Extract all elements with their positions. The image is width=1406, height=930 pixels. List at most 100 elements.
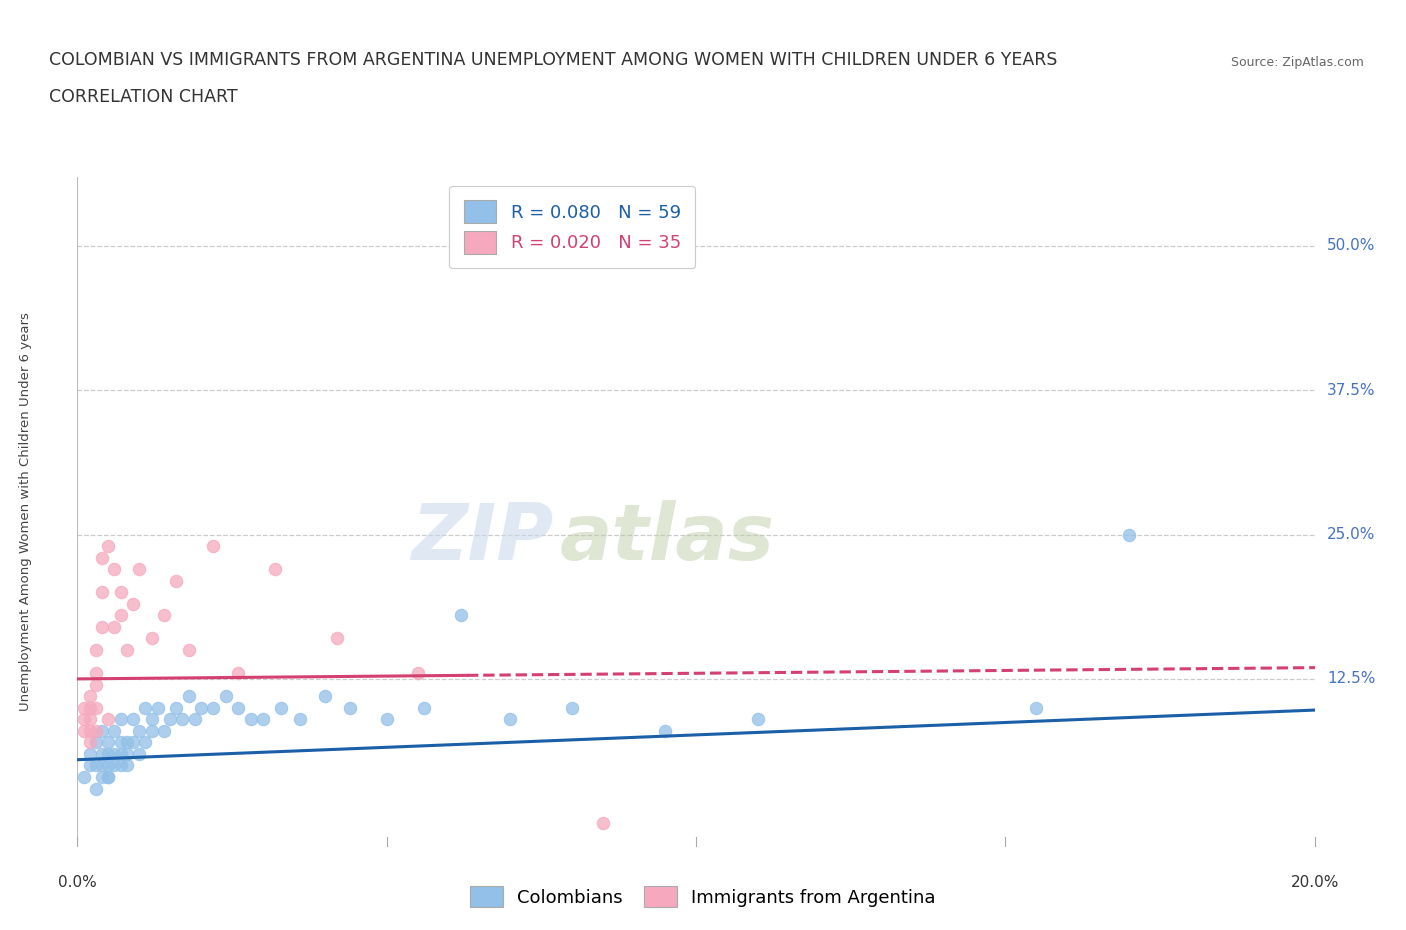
- Point: [79, 747, 101, 762]
- Text: 0.0%: 0.0%: [58, 875, 97, 890]
- Point: [1118, 527, 1140, 542]
- Point: [97, 735, 120, 750]
- Point: [326, 631, 349, 646]
- Point: [159, 711, 181, 726]
- Point: [84, 700, 107, 715]
- Text: CORRELATION CHART: CORRELATION CHART: [49, 88, 238, 106]
- Text: ZIP: ZIP: [412, 500, 554, 577]
- Point: [226, 700, 249, 715]
- Text: 25.0%: 25.0%: [1327, 527, 1375, 542]
- Point: [110, 735, 132, 750]
- Point: [97, 770, 120, 785]
- Point: [91, 770, 114, 785]
- Point: [406, 666, 429, 681]
- Point: [128, 562, 150, 577]
- Legend: Colombians, Immigrants from Argentina: Colombians, Immigrants from Argentina: [461, 877, 945, 916]
- Text: 37.5%: 37.5%: [1327, 383, 1375, 398]
- Point: [72, 724, 94, 738]
- Point: [128, 747, 150, 762]
- Text: Source: ZipAtlas.com: Source: ZipAtlas.com: [1230, 56, 1364, 69]
- Point: [115, 735, 138, 750]
- Point: [91, 551, 114, 565]
- Point: [122, 735, 145, 750]
- Text: 12.5%: 12.5%: [1327, 671, 1375, 686]
- Point: [592, 816, 614, 830]
- Point: [79, 758, 101, 773]
- Point: [499, 711, 522, 726]
- Point: [97, 747, 120, 762]
- Point: [84, 724, 107, 738]
- Point: [103, 562, 125, 577]
- Point: [115, 747, 138, 762]
- Point: [84, 677, 107, 692]
- Point: [184, 711, 207, 726]
- Point: [239, 711, 262, 726]
- Point: [122, 711, 145, 726]
- Point: [91, 747, 114, 762]
- Point: [122, 596, 145, 611]
- Point: [375, 711, 398, 726]
- Point: [103, 724, 125, 738]
- Point: [84, 643, 107, 658]
- Text: 50.0%: 50.0%: [1327, 238, 1375, 254]
- Point: [134, 735, 156, 750]
- Point: [153, 608, 176, 623]
- Point: [134, 700, 156, 715]
- Point: [264, 562, 287, 577]
- Point: [141, 631, 163, 646]
- Point: [97, 711, 120, 726]
- Point: [1025, 700, 1047, 715]
- Point: [84, 666, 107, 681]
- Point: [270, 700, 292, 715]
- Point: [128, 724, 150, 738]
- Point: [91, 619, 114, 634]
- Point: [79, 724, 101, 738]
- Point: [141, 711, 163, 726]
- Point: [288, 711, 311, 726]
- Point: [84, 735, 107, 750]
- Point: [110, 747, 132, 762]
- Legend: R = 0.080   N = 59, R = 0.020   N = 35: R = 0.080 N = 59, R = 0.020 N = 35: [449, 186, 696, 268]
- Point: [79, 689, 101, 704]
- Point: [202, 700, 225, 715]
- Point: [79, 711, 101, 726]
- Point: [654, 724, 676, 738]
- Point: [84, 781, 107, 796]
- Point: [91, 585, 114, 600]
- Point: [91, 758, 114, 773]
- Point: [103, 619, 125, 634]
- Point: [97, 758, 120, 773]
- Point: [339, 700, 361, 715]
- Point: [72, 700, 94, 715]
- Point: [172, 711, 194, 726]
- Point: [146, 700, 169, 715]
- Point: [115, 758, 138, 773]
- Point: [226, 666, 249, 681]
- Point: [177, 643, 200, 658]
- Point: [252, 711, 274, 726]
- Point: [115, 643, 138, 658]
- Text: 20.0%: 20.0%: [1291, 875, 1339, 890]
- Point: [72, 770, 94, 785]
- Point: [103, 758, 125, 773]
- Point: [97, 538, 120, 553]
- Point: [202, 538, 225, 553]
- Point: [72, 711, 94, 726]
- Point: [79, 735, 101, 750]
- Text: Unemployment Among Women with Children Under 6 years: Unemployment Among Women with Children U…: [18, 312, 32, 711]
- Point: [110, 711, 132, 726]
- Point: [314, 689, 336, 704]
- Point: [165, 700, 187, 715]
- Point: [110, 585, 132, 600]
- Point: [190, 700, 212, 715]
- Point: [79, 700, 101, 715]
- Point: [215, 689, 238, 704]
- Point: [747, 711, 769, 726]
- Text: atlas: atlas: [560, 500, 775, 577]
- Point: [84, 758, 107, 773]
- Point: [450, 608, 472, 623]
- Text: COLOMBIAN VS IMMIGRANTS FROM ARGENTINA UNEMPLOYMENT AMONG WOMEN WITH CHILDREN UN: COLOMBIAN VS IMMIGRANTS FROM ARGENTINA U…: [49, 51, 1057, 69]
- Point: [103, 747, 125, 762]
- Point: [110, 608, 132, 623]
- Point: [110, 758, 132, 773]
